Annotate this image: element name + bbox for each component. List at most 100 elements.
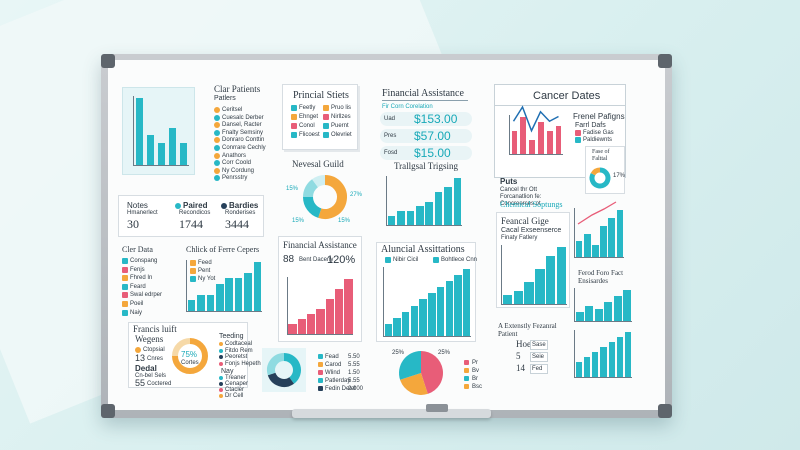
bar bbox=[546, 130, 553, 154]
ferod-panel: Ferod Foro Fact Ensisardes bbox=[574, 268, 634, 324]
legend-item: Fitdo Rem bbox=[225, 347, 253, 354]
blue-donut bbox=[267, 353, 301, 387]
bar bbox=[445, 281, 453, 336]
bar bbox=[180, 142, 187, 165]
bar bbox=[616, 210, 624, 257]
row-value: 5.55 bbox=[348, 362, 360, 368]
bar bbox=[584, 357, 591, 377]
bar bbox=[538, 121, 544, 154]
ferod-subtitle: Ensisardes bbox=[578, 277, 608, 285]
stat-sub: Ronderises bbox=[225, 210, 256, 216]
note-swatch bbox=[323, 123, 329, 129]
slice bbox=[589, 167, 611, 189]
patient-title: A Extenstly Fezanral Patient bbox=[498, 322, 557, 339]
fa-pink-label-b: 120% bbox=[327, 254, 356, 266]
list-item: Ny Cordung bbox=[222, 167, 255, 174]
table-panel: Fead 5.50 Carod 5.55 Wlind 1.50 Patlerday 5.55 F… bbox=[316, 350, 368, 396]
mini-donut-card: Fase of Falttal 17% bbox=[585, 146, 625, 194]
note-item: Ehnget bbox=[299, 114, 319, 120]
list-bullet bbox=[214, 152, 220, 159]
slice bbox=[312, 175, 326, 188]
pie-label: 25% bbox=[438, 350, 451, 356]
bar bbox=[325, 299, 334, 334]
bar bbox=[136, 98, 143, 165]
bar bbox=[616, 337, 623, 377]
metric-value: 55 bbox=[135, 378, 146, 388]
patient-v: Seie bbox=[532, 354, 545, 360]
bar bbox=[592, 245, 599, 257]
list-item: Poeil bbox=[130, 301, 144, 307]
patient-n: 5 bbox=[516, 351, 521, 361]
list-title: Clar Patients bbox=[214, 84, 261, 94]
frame-corner bbox=[658, 404, 672, 418]
legend-item: Nibir Cicil bbox=[393, 257, 419, 263]
legend-item: Pr bbox=[472, 360, 478, 366]
legend-subtitle: Farrl Dafs bbox=[575, 122, 606, 129]
fa-row-bg bbox=[380, 112, 472, 126]
bar bbox=[393, 317, 401, 336]
donut-label: 27% bbox=[350, 192, 363, 198]
bar bbox=[434, 192, 443, 225]
bar bbox=[583, 233, 591, 257]
legend-swatch bbox=[464, 368, 469, 373]
stat-label: Notes bbox=[127, 201, 148, 210]
bar bbox=[511, 130, 518, 154]
legend-item: Cenaper bbox=[225, 381, 249, 387]
bar bbox=[613, 296, 622, 321]
list-bullet bbox=[214, 137, 220, 144]
list-item: Conspang bbox=[130, 258, 158, 264]
note-item: Pruo lis bbox=[331, 105, 352, 111]
mini-donut bbox=[589, 167, 611, 189]
aluncial-panel: Aluncial Assittations Nibir Cicil Bohtle… bbox=[376, 242, 477, 342]
bar-chart-area bbox=[133, 96, 189, 166]
divider bbox=[495, 105, 625, 106]
puts-panel: Puts Cancel thr Ott Forcanatlion fe: Con… bbox=[496, 178, 630, 234]
fa-row-value: $153.00 bbox=[414, 112, 458, 126]
ferod-bar-chart bbox=[574, 288, 632, 322]
right-bottom-bar-chart bbox=[574, 330, 632, 378]
cancer-dates-title: Cancer Dates bbox=[533, 90, 601, 102]
donut-center: 75% bbox=[181, 350, 198, 359]
bar bbox=[462, 269, 471, 336]
feancal-subtitle: Cacal Exseenserce bbox=[501, 227, 562, 234]
bar bbox=[406, 210, 415, 225]
bar bbox=[307, 314, 316, 334]
slice bbox=[303, 196, 322, 218]
puts-footer: Chemical Soptungs bbox=[500, 200, 563, 209]
bar bbox=[387, 215, 396, 225]
row-label: Wlind bbox=[325, 370, 341, 376]
fa-pink-label-a: 88 bbox=[283, 254, 295, 265]
legend-item: Bsc bbox=[472, 384, 483, 390]
bar bbox=[206, 294, 215, 311]
mini-label: 17% bbox=[613, 173, 626, 179]
donut-title: Nevesal Guild bbox=[292, 159, 344, 169]
trigsing-title: Trallgsal Trigsing bbox=[394, 161, 458, 171]
pie-panel: 25% 25% Pr Bv Br Bsc bbox=[392, 346, 484, 398]
list-bullet bbox=[214, 175, 220, 182]
data-list-panel: Cler Data Conspang Fenjs Fhred In Feard Swal… bbox=[118, 242, 180, 320]
bar bbox=[169, 127, 176, 165]
bar bbox=[546, 255, 556, 304]
bar bbox=[604, 302, 613, 321]
bar bbox=[575, 311, 584, 321]
eraser bbox=[426, 404, 448, 412]
bar bbox=[234, 278, 243, 311]
legend-dot bbox=[219, 382, 223, 386]
metric-value: Dedal bbox=[135, 364, 157, 373]
mini-trend-line bbox=[577, 201, 617, 225]
francis-panel: Francis luift Wegens Ctopsial 13 Cnres D… bbox=[128, 322, 261, 399]
stat-sub: Recondicos bbox=[179, 210, 211, 216]
row-label: Fedin Delet bbox=[325, 386, 356, 392]
marker-tray bbox=[292, 409, 491, 418]
slice bbox=[267, 353, 285, 376]
feancal-sub2: Finaty Fatlery bbox=[501, 235, 538, 241]
legend-item: Codtaceal bbox=[225, 341, 253, 347]
legend-swatch bbox=[575, 130, 581, 136]
pie-chart bbox=[399, 351, 443, 395]
note-swatch bbox=[291, 123, 297, 129]
cancer-bar-chart bbox=[509, 115, 563, 155]
bar bbox=[419, 299, 427, 336]
legend-swatch bbox=[575, 137, 581, 143]
bar bbox=[187, 300, 196, 311]
bar bbox=[624, 332, 631, 377]
